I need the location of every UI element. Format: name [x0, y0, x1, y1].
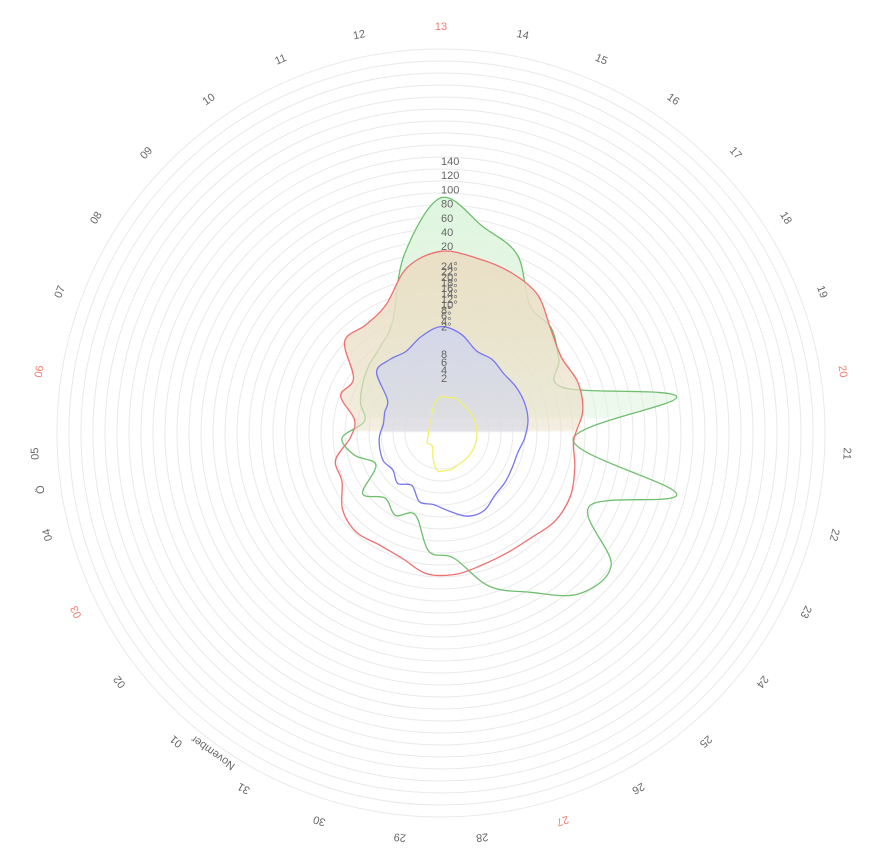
series-layer	[334, 196, 678, 597]
day-label-10: 10	[201, 91, 218, 108]
day-label-02: 02	[111, 673, 128, 690]
green-scale-label: 60	[441, 213, 453, 225]
day-label-31: 31	[236, 780, 253, 796]
red-scale-label: 6°	[441, 311, 452, 323]
red-scale-label: 14°	[441, 289, 458, 301]
day-label-15: 15	[593, 52, 609, 68]
red-scale-label: 22°	[441, 267, 458, 279]
day-label-11: 11	[273, 52, 288, 68]
day-label-25: 25	[697, 733, 714, 750]
day-label-07: 07	[52, 284, 68, 300]
green-scale-label: 140	[441, 156, 459, 168]
day-label-18: 18	[777, 210, 794, 227]
series-2-line	[375, 325, 529, 517]
day-label-24: 24	[754, 673, 771, 690]
green-scale-label: 120	[441, 170, 459, 182]
red-scale-label: 10°	[441, 300, 458, 312]
grid-ring	[188, 180, 694, 686]
red-scale-label: 24°	[441, 261, 458, 273]
day-label-20: 20	[836, 365, 850, 379]
red-scale-label: 20°	[441, 272, 458, 284]
grid-ring	[164, 156, 718, 710]
series-3-line	[426, 396, 478, 473]
grid-ring	[116, 108, 766, 758]
month-label: November	[189, 732, 238, 771]
day-label-30: 30	[312, 813, 327, 828]
red-scale-label: 4°	[441, 316, 452, 328]
day-label-14: 14	[516, 28, 530, 42]
grid-ring	[92, 84, 790, 782]
red-scale-label: 8°	[441, 305, 452, 317]
blue-scale-label: 2	[441, 373, 447, 385]
blue-scale-label: 4	[441, 365, 447, 377]
day-label-12: 12	[352, 28, 366, 42]
day-label-17: 17	[727, 145, 744, 162]
day-label-22: 22	[827, 527, 842, 542]
grid-ring	[80, 72, 802, 794]
day-label-13: 13	[435, 21, 447, 33]
grid-ring	[128, 120, 754, 746]
red-scale-label: 16°	[441, 283, 458, 295]
day-label-09: 09	[138, 145, 155, 162]
red-scale-label: 12°	[441, 294, 458, 306]
grid-ring	[140, 132, 742, 734]
series-1-line	[334, 250, 584, 577]
green-scale-label: 80	[441, 199, 453, 211]
grid-ring	[104, 96, 778, 770]
grid-ring	[56, 48, 826, 818]
series-2-area	[376, 326, 529, 517]
day-label-05: 05	[29, 447, 42, 460]
day-label-28: 28	[475, 830, 488, 843]
grid-ring	[68, 60, 814, 806]
red-scale-label: 18°	[441, 278, 458, 290]
day-label-16: 16	[664, 91, 681, 108]
day-label-26: 26	[630, 780, 647, 796]
day-label-27: 27	[555, 813, 570, 828]
day-label-29: 29	[393, 830, 406, 843]
blue-scale-label: 6	[441, 357, 447, 369]
grid-ring	[200, 192, 682, 674]
day-label-03: 03	[68, 604, 84, 620]
day-label-08: 08	[88, 210, 105, 227]
day-label-04: 04	[41, 527, 56, 542]
blue-scale-label: 8	[441, 349, 447, 361]
day-label-19: 19	[814, 284, 830, 300]
month-label: Ö	[34, 484, 47, 495]
green-scale-label: 20	[441, 241, 453, 253]
day-label-01: 01	[168, 733, 185, 750]
green-scale-label: 100	[441, 184, 459, 196]
day-label-06: 06	[33, 365, 47, 379]
day-label-23: 23	[798, 604, 814, 620]
day-label-21: 21	[840, 447, 853, 460]
red-scale-label: 2°	[441, 322, 452, 334]
grid-ring	[176, 168, 706, 698]
grid-ring	[152, 144, 730, 722]
green-scale-label: 40	[441, 227, 453, 239]
scale-labels: 1401201008060402024°22°20°18°16°14°12°10…	[441, 156, 459, 385]
